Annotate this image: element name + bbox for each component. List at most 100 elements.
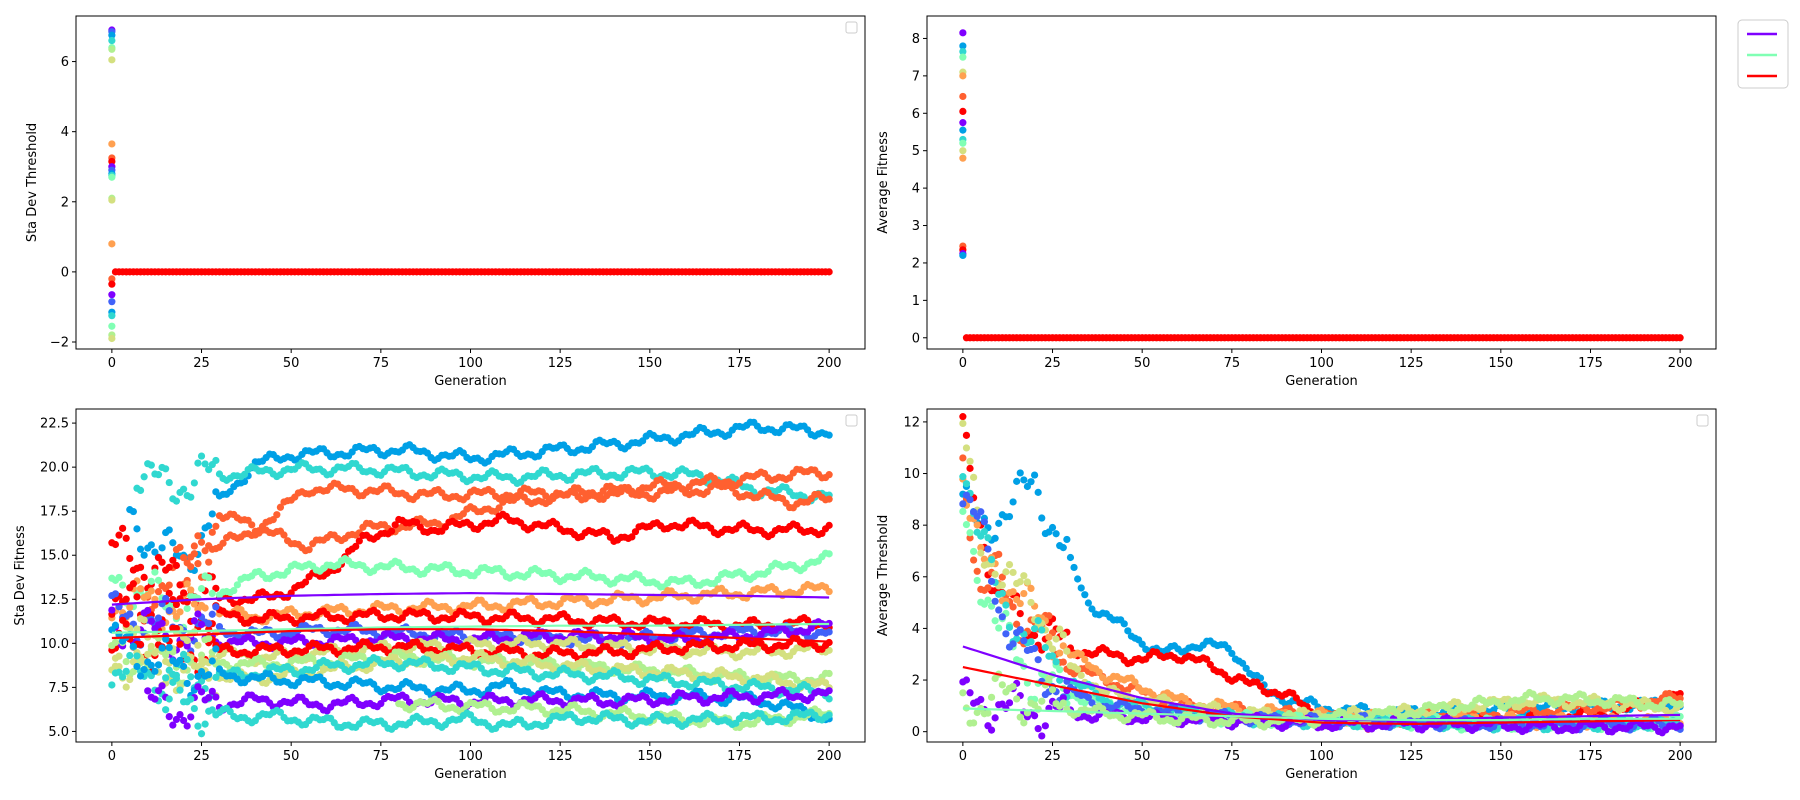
data-point (1009, 588, 1017, 596)
y-tick-label: 12.5 (40, 593, 69, 608)
data-point (1038, 514, 1046, 522)
data-point (495, 504, 503, 512)
data-point (133, 625, 141, 633)
data-point (959, 454, 967, 462)
data-point (190, 704, 198, 713)
data-point (176, 656, 184, 664)
data-point (1256, 682, 1265, 690)
x-tick-label: 100 (1309, 356, 1334, 371)
data-point (190, 479, 198, 487)
x-tick-label: 175 (727, 356, 752, 371)
data-point (1310, 698, 1318, 706)
data-point (276, 708, 285, 716)
y-tick-label: 0 (61, 265, 69, 280)
data-point (1045, 612, 1053, 620)
data-point (1228, 649, 1236, 658)
data-point (115, 531, 123, 539)
fit-line (111, 591, 830, 606)
x-tick-label: 125 (548, 356, 573, 371)
x-tick-label: 175 (1578, 749, 1603, 764)
data-point (205, 466, 213, 474)
data-point (154, 576, 163, 584)
data-point (172, 497, 181, 505)
data-point (187, 713, 195, 721)
subplot-sta-dev-fitness: 0 25 50 75 100 125 150 175 2005.07.510.012.515.0… (13, 408, 866, 782)
x-tick-label: 50 (1134, 356, 1151, 371)
data-point (1676, 694, 1684, 702)
x-tick-label: 175 (727, 749, 752, 764)
x-tick-label: 200 (1668, 356, 1693, 371)
y-tick-label: 12 (903, 415, 920, 430)
x-tick-label: 75 (373, 356, 390, 371)
data-point (176, 581, 184, 589)
data-point (183, 604, 191, 613)
data-point (197, 538, 206, 546)
data-point (194, 532, 202, 540)
data-point (1095, 668, 1103, 676)
x-axis-label: Generation (1285, 767, 1358, 782)
data-point (1077, 650, 1085, 658)
data-point (122, 683, 130, 691)
y-tick-label: 3 (912, 219, 920, 234)
data-point (1013, 477, 1021, 485)
x-tick-label: 50 (283, 356, 300, 371)
data-point (169, 539, 177, 547)
data-point (995, 519, 1003, 527)
data-point (136, 585, 145, 593)
data-point (126, 554, 134, 563)
y-tick-label: 17.5 (40, 505, 69, 520)
data-point (825, 471, 833, 479)
data-point (140, 573, 148, 581)
data-point (179, 662, 188, 671)
data-point (1020, 476, 1028, 484)
data-point (179, 716, 188, 725)
data-point (136, 563, 145, 571)
data-series (108, 577, 833, 640)
data-point (179, 485, 188, 493)
data-point (158, 558, 166, 566)
data-point (154, 471, 163, 479)
x-tick-label: 50 (283, 749, 300, 764)
data-point (966, 464, 974, 472)
data-point (212, 456, 220, 465)
data-point (197, 688, 206, 696)
data-point (1084, 599, 1092, 607)
data-point (212, 584, 220, 592)
data-point (197, 730, 206, 738)
data-point (126, 610, 134, 618)
x-tick-label: 25 (193, 749, 210, 764)
data-point (162, 465, 170, 473)
data-point (276, 503, 285, 511)
data-point (205, 574, 213, 582)
data-point (208, 687, 216, 695)
data-point (136, 486, 145, 494)
data-point (1676, 334, 1684, 342)
data-point (825, 495, 833, 503)
y-tick-label: 7.5 (48, 681, 69, 696)
data-point (122, 667, 130, 675)
y-axis-label: Sta Dev Threshold (25, 123, 40, 242)
data-point (147, 541, 155, 549)
x-tick-label: 25 (193, 356, 210, 371)
data-point (190, 617, 198, 625)
data-point (108, 322, 116, 330)
y-tick-label: 2 (912, 256, 920, 271)
data-point (796, 588, 805, 596)
data-point (147, 642, 155, 650)
x-axis-label: Generation (1285, 374, 1358, 389)
y-tick-label: 6 (912, 107, 920, 122)
data-point (959, 53, 967, 61)
data-point (821, 679, 830, 687)
data-point (165, 581, 173, 589)
data-point (1052, 530, 1060, 538)
data-point (108, 298, 116, 306)
data-point (1034, 488, 1042, 496)
data-point (122, 534, 130, 542)
data-point (991, 534, 999, 542)
data-point (194, 560, 202, 568)
data-point (1005, 512, 1014, 521)
data-point (176, 608, 184, 616)
data-point (187, 586, 195, 594)
data-point (129, 668, 137, 676)
data-point (1124, 627, 1132, 635)
